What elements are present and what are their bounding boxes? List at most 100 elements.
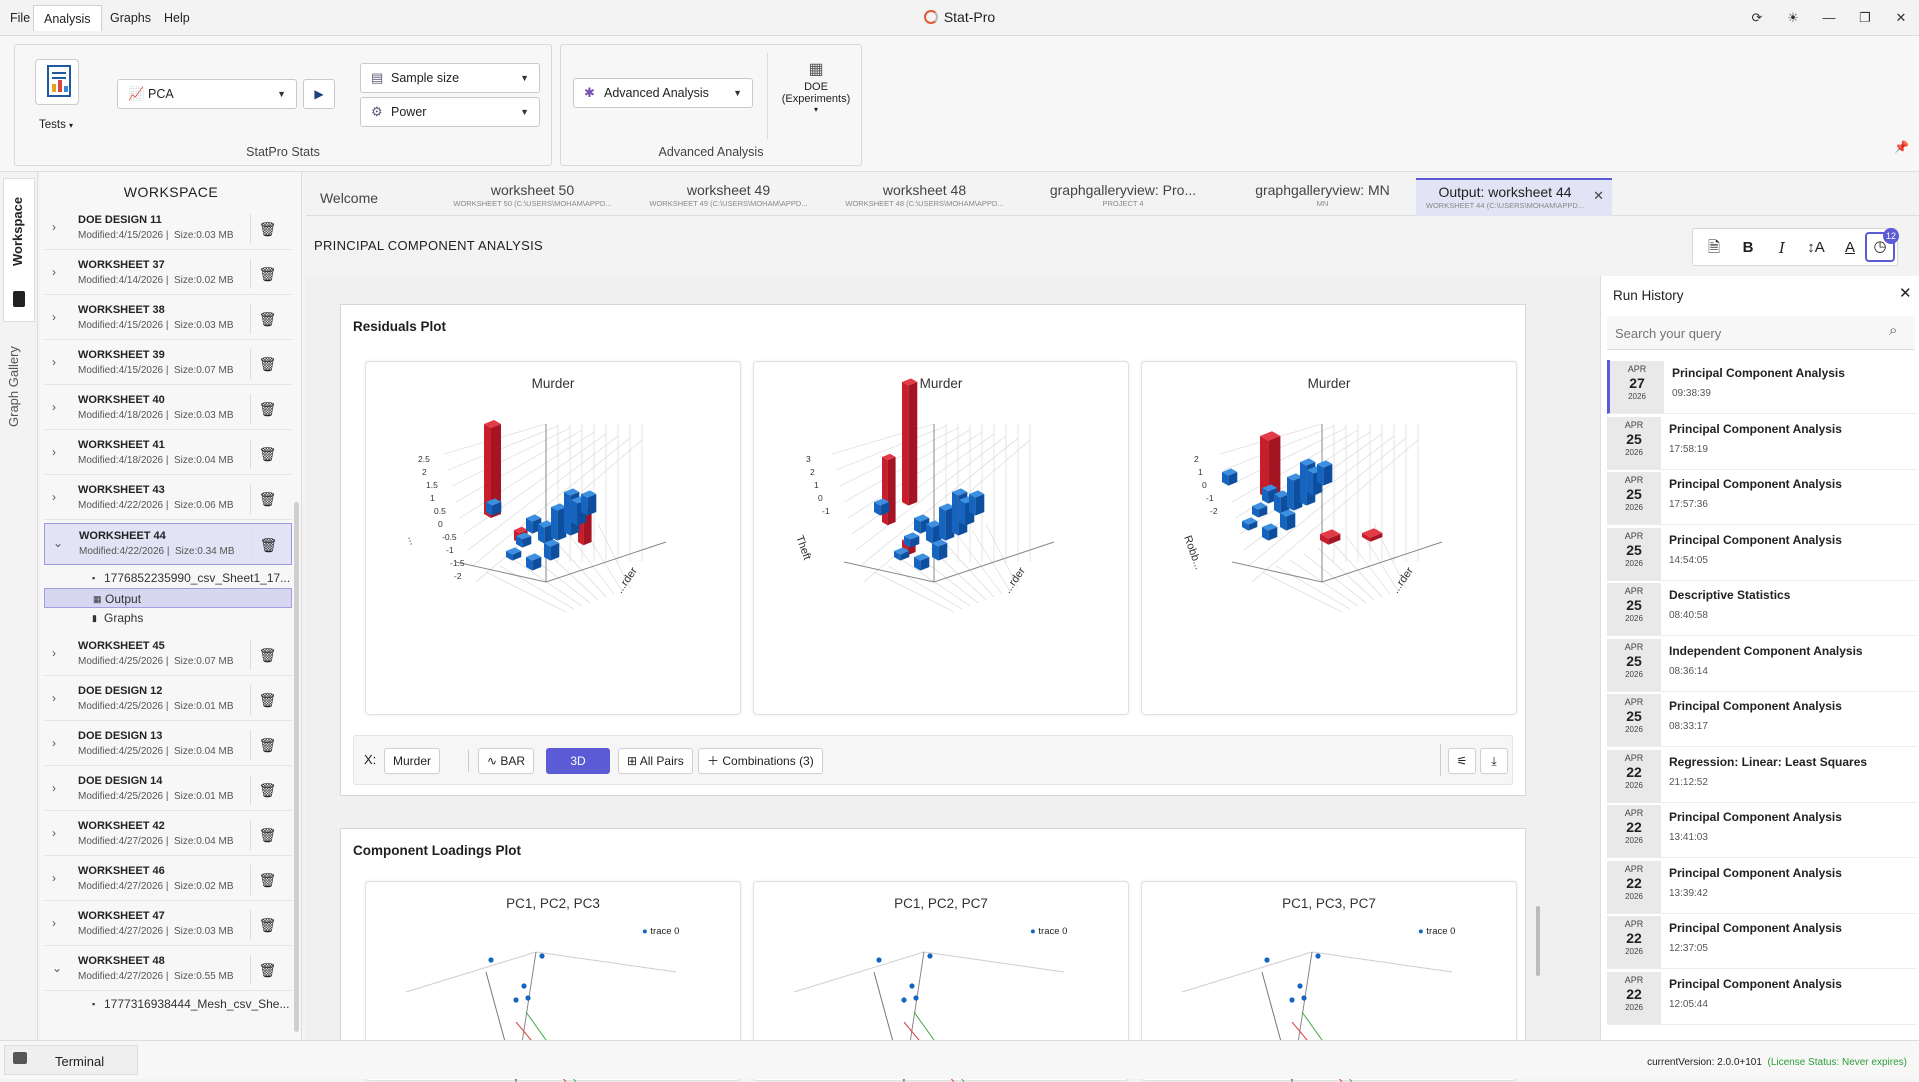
tab-graphgallery-mn[interactable]: graphgalleryview: MN MN [1230, 178, 1415, 216]
trash-icon[interactable]: 🗑 [250, 259, 284, 289]
workspace-item[interactable]: › WORKSHEET 46 Modified:4/27/2026 | Size:0… [44, 859, 292, 901]
tab-worksheet-48[interactable]: worksheet 48 WORKSHEET 48 (C:\USERS\MOHAM… [832, 178, 1017, 216]
history-toggle-button[interactable]: ◷ 12 [1865, 228, 1899, 262]
download-icon[interactable]: ⤓ [1480, 748, 1508, 774]
trash-icon[interactable]: 🗑 [250, 640, 284, 670]
workspace-item[interactable]: › WORKSHEET 38 Modified:4/15/2026 | Size:0… [44, 298, 292, 340]
minimize-button[interactable]: — [1822, 10, 1836, 25]
trash-icon[interactable]: 🗑 [250, 820, 284, 850]
chevron-right-icon[interactable]: › [52, 736, 56, 750]
trash-icon[interactable]: 🗑 [250, 349, 284, 379]
doe-button[interactable]: ▦ DOE (Experiments) ▾ [773, 59, 859, 139]
trash-icon[interactable]: 🗑 [250, 439, 284, 469]
chevron-right-icon[interactable]: › [52, 220, 56, 234]
workspace-item[interactable]: › WORKSHEET 40 Modified:4/18/2026 | Size:0… [44, 388, 292, 430]
tab-welcome[interactable]: Welcome [306, 178, 392, 216]
italic-icon[interactable]: I [1779, 239, 1785, 257]
workspace-item[interactable]: › WORKSHEET 39 Modified:4/15/2026 | Size:0… [44, 343, 292, 385]
close-icon[interactable]: ✕ [1899, 285, 1912, 302]
residual-plot[interactable]: Murder 2 1 0 -1 -2 Robb... ...rder [1141, 361, 1517, 715]
tab-graph-gallery[interactable]: Graph Gallery [6, 346, 21, 428]
history-item[interactable]: APR 25 2026 Principal Component Analysis 08:… [1607, 693, 1917, 747]
chevron-right-icon[interactable]: › [52, 646, 56, 660]
chevron-right-icon[interactable]: › [52, 871, 56, 885]
trash-icon[interactable]: 🗑 [250, 730, 284, 760]
workspace-item[interactable]: › WORKSHEET 45 Modified:4/25/2026 | Size:0… [44, 634, 292, 676]
search-input[interactable] [1615, 322, 1875, 344]
font-size-icon[interactable]: ↕A [1807, 239, 1825, 256]
bar-mode-button[interactable]: ∿ BAR [478, 748, 535, 774]
tab-worksheet-49[interactable]: worksheet 49 WORKSHEET 49 (C:\USERS\MOHAM… [636, 178, 821, 216]
file-node[interactable]: ▪ 1777316938444_Mesh_csv_She... [44, 994, 292, 1014]
workspace-scrollbar[interactable] [294, 502, 299, 1032]
workspace-item[interactable]: › DOE DESIGN 11 Modified:4/15/2026 | Size:… [44, 208, 292, 250]
search-icon[interactable]: ⌕ [1889, 322, 1898, 339]
tests-dropdown[interactable]: Tests ▾ [39, 119, 74, 131]
file-node[interactable]: ▪ 1776852235990_csv_Sheet1_17... [44, 568, 292, 588]
trash-icon[interactable]: 🗑 [250, 865, 284, 895]
chevron-right-icon[interactable]: › [52, 355, 56, 369]
menu-analysis[interactable]: Analysis [33, 5, 102, 31]
tests-icon[interactable] [35, 59, 79, 105]
tab-graphgallery-pro[interactable]: graphgalleryview: Pro... PROJECT 4 [1028, 178, 1218, 216]
chevron-right-icon[interactable]: › [52, 691, 56, 705]
history-item[interactable]: APR 22 2026 Principal Component Analysis 12:… [1607, 971, 1917, 1025]
history-item[interactable]: APR 22 2026 Principal Component Analysis 13:… [1607, 804, 1917, 858]
3d-mode-button[interactable]: 3D [546, 748, 610, 774]
output-node[interactable]: ▦ Output [44, 588, 292, 608]
power-select[interactable]: ⚙ Power ▼ [360, 97, 540, 127]
workspace-item[interactable]: › WORKSHEET 42 Modified:4/27/2026 | Size:0… [44, 814, 292, 856]
font-color-icon[interactable]: A [1844, 239, 1855, 256]
history-item[interactable]: APR 25 2026 Principal Component Analysis 17:… [1607, 471, 1917, 525]
workspace-item[interactable]: › WORKSHEET 41 Modified:4/18/2026 | Size:0… [44, 433, 292, 475]
trash-icon[interactable]: 🗑 [250, 394, 284, 424]
test-select[interactable]: 📈 PCA ▼ [117, 79, 297, 109]
refresh-icon[interactable]: ⟳ [1751, 10, 1763, 25]
pin-icon[interactable]: 📌 [1894, 140, 1909, 154]
trash-icon[interactable]: 🗑 [250, 304, 284, 334]
residual-plot[interactable]: Murder 2.5 2 1.5 1 0.5 0 -0.5 -1 -1.5 -2... ...rde… [365, 361, 741, 715]
graphs-node[interactable]: ▮ Graphs [44, 608, 292, 628]
terminal-button[interactable]: Terminal [4, 1045, 138, 1075]
bold-icon[interactable]: B [1742, 239, 1754, 256]
history-item[interactable]: APR 22 2026 Principal Component Analysis 13:… [1607, 860, 1917, 914]
export-doc-icon[interactable]: 🗎 [1707, 239, 1721, 256]
trash-icon[interactable]: 🗑 [250, 685, 284, 715]
x-axis-select[interactable]: Murder [384, 748, 441, 774]
trash-icon[interactable]: 🗑 [250, 214, 284, 244]
workspace-item[interactable]: › WORKSHEET 47 Modified:4/27/2026 | Size:0… [44, 904, 292, 946]
sample-size-select[interactable]: ▤ Sample size ▼ [360, 63, 540, 93]
workspace-item[interactable]: › DOE DESIGN 13 Modified:4/25/2026 | Size:… [44, 724, 292, 766]
settings-sliders-icon[interactable]: ⚟ [1448, 748, 1476, 774]
workspace-item[interactable]: › WORKSHEET 37 Modified:4/14/2026 | Size:0… [44, 253, 292, 295]
tab-output-worksheet-44[interactable]: Output: worksheet 44 WORKSHEET 44 (C:\USE… [1416, 178, 1612, 216]
history-item[interactable]: APR 22 2026 Principal Component Analysis 12:… [1607, 915, 1917, 969]
close-tab-icon[interactable]: ✕ [1593, 188, 1604, 203]
chevron-right-icon[interactable]: › [52, 310, 56, 324]
close-window-button[interactable]: ✕ [1895, 10, 1907, 25]
workspace-item[interactable]: ⌄ WORKSHEET 44 Modified:4/22/2026 | Size:0… [44, 523, 292, 565]
history-item[interactable]: APR 25 2026 Independent Component Analysis 0… [1607, 638, 1917, 692]
chevron-right-icon[interactable]: › [52, 826, 56, 840]
trash-icon[interactable]: 🗑 [250, 910, 284, 940]
menu-file[interactable]: File [10, 11, 31, 25]
chevron-right-icon[interactable]: › [52, 916, 56, 930]
chevron-right-icon[interactable]: › [52, 400, 56, 414]
chevron-right-icon[interactable]: › [52, 445, 56, 459]
trash-icon[interactable]: 🗑 [250, 775, 284, 805]
trash-icon[interactable]: 🗑 [251, 530, 285, 560]
history-search[interactable]: ⌕ [1607, 316, 1915, 350]
history-item[interactable]: APR 22 2026 Regression: Linear: Least Squar… [1607, 749, 1917, 803]
theme-toggle-icon[interactable]: ☀ [1787, 10, 1799, 25]
history-item[interactable]: APR 25 2026 Principal Component Analysis 17:… [1607, 416, 1917, 470]
maximize-button[interactable]: ❐ [1859, 10, 1871, 25]
history-item[interactable]: APR 25 2026 Principal Component Analysis 14:… [1607, 527, 1917, 581]
chevron-right-icon[interactable]: › [52, 265, 56, 279]
menu-graphs[interactable]: Graphs [110, 11, 151, 25]
chevron-down-icon[interactable]: ⌄ [52, 961, 63, 975]
chevron-down-icon[interactable]: ⌄ [53, 536, 64, 550]
main-scrollbar[interactable] [1536, 906, 1540, 976]
chevron-right-icon[interactable]: › [52, 490, 56, 504]
all-pairs-button[interactable]: ⊞ All Pairs [618, 748, 693, 774]
workspace-item[interactable]: › DOE DESIGN 14 Modified:4/25/2026 | Size:… [44, 769, 292, 811]
